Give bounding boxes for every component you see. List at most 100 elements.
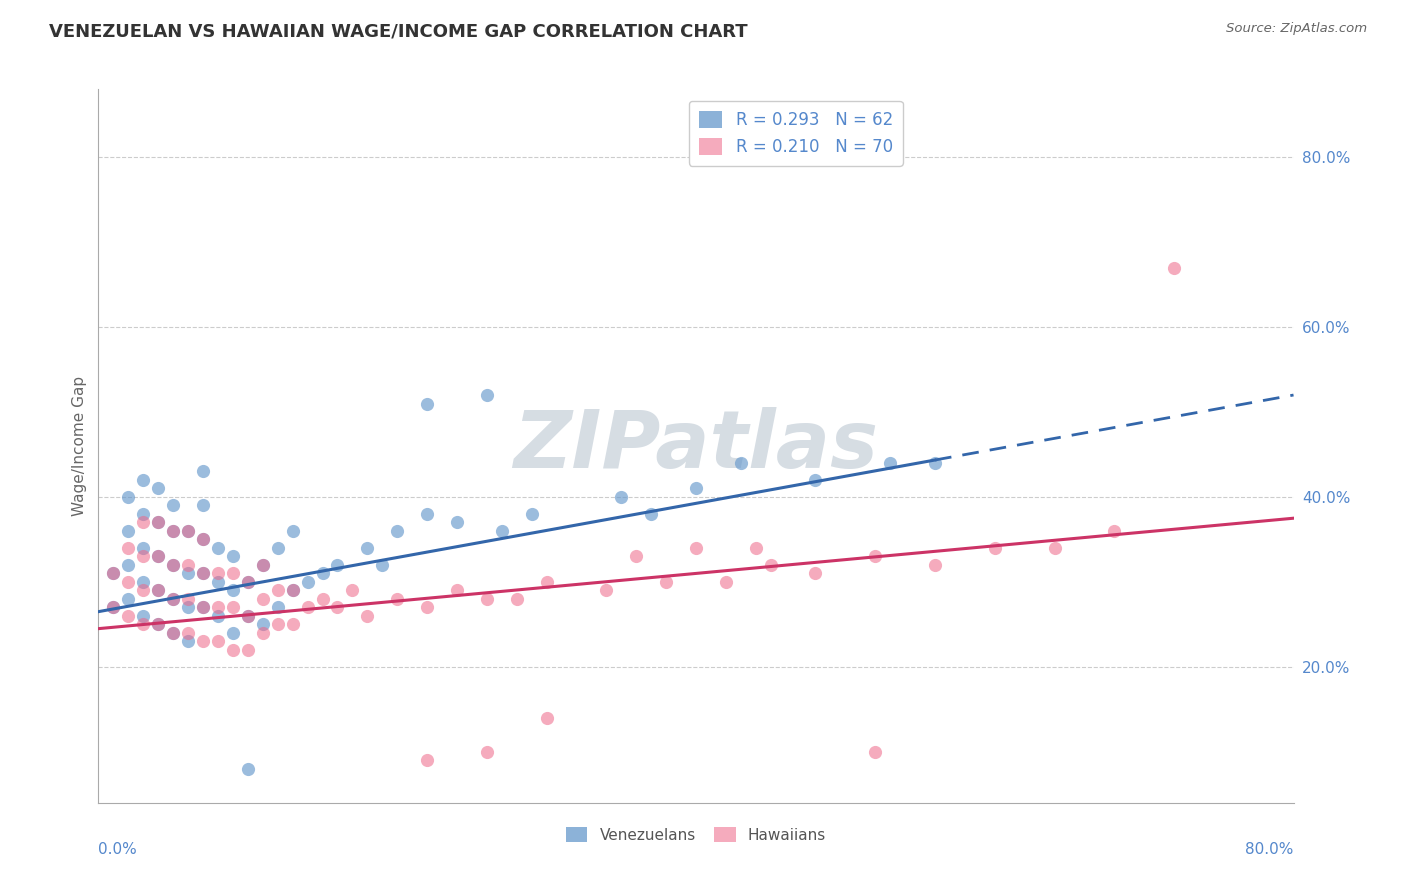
Point (655, 574, 678, 589)
Point (132, 473, 155, 487)
Point (1043, 541, 1066, 555)
Point (281, 617, 304, 632)
Point (117, 591, 139, 606)
Point (267, 583, 290, 598)
Point (1104, 524, 1126, 538)
Point (117, 524, 139, 538)
Point (252, 617, 274, 632)
Point (222, 626, 245, 640)
Point (162, 591, 184, 606)
Point (162, 558, 184, 572)
Point (207, 574, 229, 589)
Point (148, 549, 170, 564)
Point (162, 626, 184, 640)
Point (759, 558, 782, 572)
Point (326, 558, 349, 572)
Point (311, 566, 333, 581)
Point (148, 516, 170, 530)
Point (132, 617, 155, 632)
Point (371, 558, 394, 572)
Point (281, 583, 304, 598)
Point (924, 456, 946, 470)
Point (595, 583, 617, 598)
Point (148, 549, 170, 564)
Point (103, 566, 125, 581)
Point (236, 574, 259, 589)
Point (236, 762, 259, 776)
Point (520, 507, 543, 521)
Point (162, 499, 184, 513)
Point (491, 524, 513, 538)
Point (640, 507, 662, 521)
Y-axis label: Wage/Income Gap: Wage/Income Gap (72, 376, 87, 516)
Point (536, 711, 558, 725)
Point (626, 549, 648, 564)
Point (311, 591, 333, 606)
Point (475, 388, 498, 402)
Point (148, 617, 170, 632)
Point (416, 396, 439, 410)
Point (117, 608, 139, 623)
Point (132, 608, 155, 623)
Text: VENEZUELAN VS HAWAIIAN WAGE/INCOME GAP CORRELATION CHART: VENEZUELAN VS HAWAIIAN WAGE/INCOME GAP C… (49, 22, 748, 40)
Point (865, 745, 887, 759)
Point (191, 533, 214, 547)
Point (610, 490, 633, 504)
Point (117, 558, 139, 572)
Point (222, 643, 245, 657)
Point (297, 600, 319, 615)
Point (1163, 260, 1185, 275)
Point (132, 583, 155, 598)
Point (177, 591, 200, 606)
Point (446, 516, 468, 530)
Point (162, 524, 184, 538)
Point (162, 558, 184, 572)
Point (191, 499, 214, 513)
Point (177, 566, 200, 581)
Point (103, 600, 125, 615)
Point (222, 549, 245, 564)
Point (222, 566, 245, 581)
Point (222, 600, 245, 615)
Point (416, 600, 439, 615)
Point (162, 591, 184, 606)
Point (132, 516, 155, 530)
Point (714, 574, 737, 589)
Point (745, 541, 768, 555)
Point (117, 541, 139, 555)
Point (536, 574, 558, 589)
Point (804, 566, 827, 581)
Point (984, 541, 1007, 555)
Point (177, 626, 200, 640)
Point (865, 549, 887, 564)
Legend: Venezuelans, Hawaiians: Venezuelans, Hawaiians (560, 821, 832, 848)
Point (148, 516, 170, 530)
Point (191, 600, 214, 615)
Point (252, 558, 274, 572)
Point (356, 608, 378, 623)
Point (191, 566, 214, 581)
Point (297, 574, 319, 589)
Point (191, 533, 214, 547)
Point (446, 583, 468, 598)
Point (177, 600, 200, 615)
Point (281, 524, 304, 538)
Point (506, 591, 529, 606)
Point (177, 558, 200, 572)
Point (236, 643, 259, 657)
Point (685, 541, 707, 555)
Point (267, 600, 290, 615)
Point (117, 574, 139, 589)
Point (416, 507, 439, 521)
Point (342, 583, 364, 598)
Point (416, 753, 439, 767)
Point (103, 566, 125, 581)
Point (117, 490, 139, 504)
Point (148, 583, 170, 598)
Point (879, 456, 901, 470)
Point (177, 524, 200, 538)
Point (475, 745, 498, 759)
Point (236, 574, 259, 589)
Point (191, 465, 214, 479)
Text: Source: ZipAtlas.com: Source: ZipAtlas.com (1226, 22, 1367, 36)
